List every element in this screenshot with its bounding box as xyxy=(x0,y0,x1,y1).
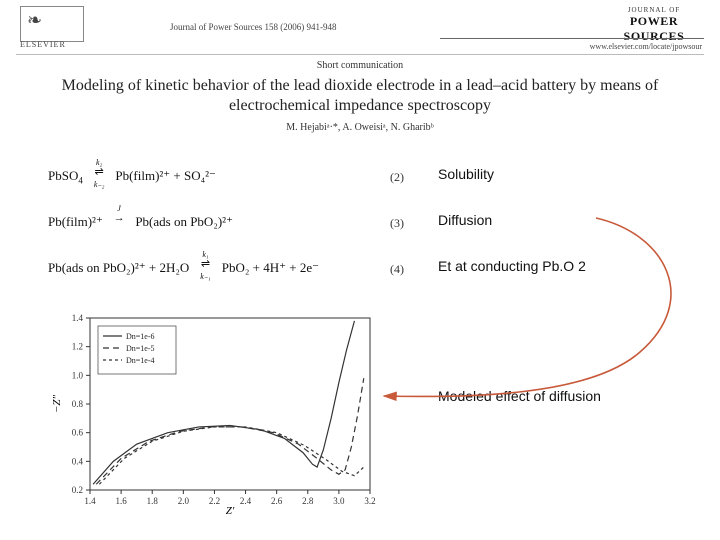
svg-text:1.0: 1.0 xyxy=(72,370,84,380)
equation-2-row: PbSO4 k₂ ⇌ k₋₂ Pb(film)²⁺ + SO₄²⁻ (2) xyxy=(48,160,408,198)
svg-text:2.8: 2.8 xyxy=(302,496,314,506)
svg-text:2.0: 2.0 xyxy=(178,496,190,506)
svg-text:Dn=1e-6: Dn=1e-6 xyxy=(126,332,155,341)
svg-text:2.6: 2.6 xyxy=(271,496,283,506)
label-diffusion: Diffusion xyxy=(438,212,492,228)
equation-4-number: (4) xyxy=(390,262,404,277)
nyquist-chart: 1.4 1.6 1.8 2.0 2.2 2.4 2.6 2.8 3.0 3.2 0.2 0.4 0.6 0… xyxy=(48,310,378,518)
svg-text:2.4: 2.4 xyxy=(240,496,252,506)
svg-text:1.2: 1.2 xyxy=(72,342,83,352)
svg-text:Dn=1e-5: Dn=1e-5 xyxy=(126,344,155,353)
svg-text:−Z″: −Z″ xyxy=(51,395,63,414)
svg-text:0.8: 0.8 xyxy=(72,399,84,409)
section-label: Short communication xyxy=(317,60,403,71)
equation-4-row: Pb(ads on PbO₂)²⁺ + 2H₂O k₁ ⇌ k₋₁ PbO₂ +… xyxy=(48,252,408,290)
journal-logo-large: POWER SOURCES xyxy=(606,14,702,44)
equation-3-row: Pb(film)²⁺ J → Pb(ads on PbO₂)²⁺ (3) xyxy=(48,206,408,244)
svg-text:Dn=1e-4: Dn=1e-4 xyxy=(126,356,155,365)
equation-2-number: (2) xyxy=(390,170,404,185)
svg-text:0.4: 0.4 xyxy=(72,456,84,466)
svg-text:1.4: 1.4 xyxy=(84,496,96,506)
equation-4-body: Pb(ads on PbO₂)²⁺ + 2H₂O k₁ ⇌ k₋₁ PbO₂ +… xyxy=(48,258,319,276)
paper-authors: M. Hejabiᵃ·*, A. Oweisiᵃ, N. Gharibᵇ xyxy=(286,122,433,133)
equilibrium-arrow-icon: ⇌ xyxy=(86,168,112,176)
label-et-conducting: Et at conducting Pb.O 2 xyxy=(438,258,586,274)
svg-text:3.2: 3.2 xyxy=(364,496,375,506)
svg-text:1.4: 1.4 xyxy=(72,313,84,323)
svg-text:1.6: 1.6 xyxy=(115,496,127,506)
header-rule-full xyxy=(16,54,704,55)
journal-logo: JOURNAL OF POWER SOURCES xyxy=(606,6,702,34)
publisher-name: ELSEVIER xyxy=(20,40,66,49)
svg-text:0.6: 0.6 xyxy=(72,428,84,438)
svg-text:Z′: Z′ xyxy=(226,505,235,517)
right-arrow-icon: → xyxy=(106,214,132,222)
equation-3-body: Pb(film)²⁺ J → Pb(ads on PbO₂)²⁺ xyxy=(48,212,233,230)
svg-text:3.0: 3.0 xyxy=(333,496,345,506)
label-solubility: Solubility xyxy=(438,166,494,182)
equation-3-number: (3) xyxy=(390,216,404,231)
label-modeled-effect: Modeled effect of diffusion xyxy=(438,388,601,404)
journal-citation: Journal of Power Sources 158 (2006) 941-… xyxy=(170,22,336,32)
svg-text:2.2: 2.2 xyxy=(209,496,220,506)
publisher-tree-icon: ❧ xyxy=(27,10,42,31)
svg-text:1.8: 1.8 xyxy=(147,496,159,506)
chart-svg: 1.4 1.6 1.8 2.0 2.2 2.4 2.6 2.8 3.0 3.2 0.2 0.4 0.6 0… xyxy=(48,310,378,518)
journal-url: www.elsevier.com/locate/jpowsour xyxy=(590,42,702,51)
paper-title: Modeling of kinetic behavior of the lead… xyxy=(20,76,700,116)
paper-header: ❧ ELSEVIER Journal of Power Sources 158 … xyxy=(10,4,710,120)
equation-2-body: PbSO4 k₂ ⇌ k₋₂ Pb(film)²⁺ + SO₄²⁻ xyxy=(48,166,216,186)
header-rule-right xyxy=(440,38,704,39)
journal-logo-small: JOURNAL OF xyxy=(606,6,702,14)
publisher-logo: ❧ xyxy=(20,6,84,42)
equilibrium-arrow-icon: ⇌ xyxy=(193,260,219,268)
svg-text:0.2: 0.2 xyxy=(72,485,83,495)
